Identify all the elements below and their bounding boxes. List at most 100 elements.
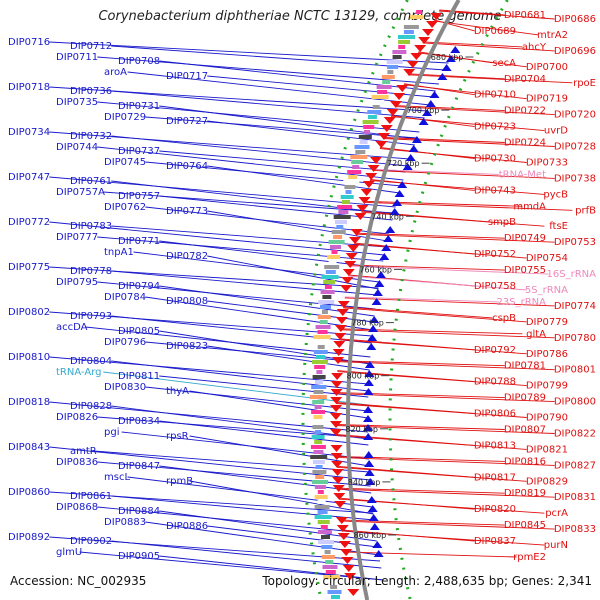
gene-label[interactable]: DIP0731: [118, 101, 160, 112]
gene-label[interactable]: rpmE2: [513, 552, 546, 563]
gene-label[interactable]: DIP0818: [8, 397, 50, 408]
gene-label[interactable]: DIP0802: [8, 307, 50, 318]
gene-label[interactable]: DIP0744: [56, 142, 98, 153]
gene-label[interactable]: DIP0696: [554, 46, 596, 57]
gene-label[interactable]: mscL: [104, 472, 130, 483]
gene-label[interactable]: DIP0886: [166, 521, 208, 532]
gene-label[interactable]: pcrA: [545, 508, 568, 519]
gene-label[interactable]: DIP0764: [166, 161, 208, 172]
gene-label[interactable]: DIP0806: [474, 409, 516, 420]
gene-label[interactable]: DIP0810: [8, 352, 50, 363]
gene-label[interactable]: DIP0821: [526, 444, 568, 455]
gene-label[interactable]: DIP0820: [474, 504, 516, 515]
gene-label[interactable]: DIP0834: [118, 416, 160, 427]
gene-label[interactable]: gltA: [526, 329, 546, 340]
gene-label[interactable]: 23S_rRNA: [497, 297, 547, 308]
gene-label[interactable]: DIP0727: [166, 116, 208, 127]
gene-label[interactable]: DIP0795: [56, 277, 98, 288]
gene-label[interactable]: DIP0718: [8, 82, 50, 93]
gene-label[interactable]: DIP0749: [504, 233, 546, 244]
gene-label[interactable]: ftsE: [549, 221, 568, 232]
gene-label[interactable]: DIP0761: [70, 176, 112, 187]
gene-label[interactable]: DIP0716: [8, 37, 50, 48]
gene-label[interactable]: DIP0708: [118, 56, 160, 67]
gene-label[interactable]: DIP0681: [504, 10, 546, 21]
gene-label[interactable]: DIP0745: [104, 157, 146, 168]
gene-label[interactable]: DIP0823: [166, 341, 208, 352]
gene-label[interactable]: DIP0833: [554, 524, 596, 535]
gene-label[interactable]: aroA: [104, 67, 127, 78]
gene-label[interactable]: DIP0762: [104, 202, 146, 213]
gene-label[interactable]: DIP0758: [474, 281, 516, 292]
gene-label[interactable]: DIP0811: [118, 371, 160, 382]
gene-label[interactable]: DIP0704: [504, 74, 546, 85]
gene-label[interactable]: prfB: [575, 205, 596, 216]
gene-label[interactable]: DIP0757A: [56, 187, 105, 198]
gene-label[interactable]: DIP0729: [104, 112, 146, 123]
gene-label[interactable]: tRNA-Met: [499, 169, 546, 180]
gene-label[interactable]: DIP0883: [104, 517, 146, 528]
gene-label[interactable]: DIP0777: [56, 232, 98, 243]
gene-label[interactable]: tnpA1: [104, 247, 134, 258]
gene-label[interactable]: DIP0723: [474, 122, 516, 133]
gene-label[interactable]: glmU: [56, 547, 82, 558]
gene-label[interactable]: thyA: [166, 386, 189, 397]
gene-label[interactable]: DIP0808: [166, 296, 208, 307]
gene-label[interactable]: DIP0837: [474, 536, 516, 547]
gene-label[interactable]: DIP0747: [8, 172, 50, 183]
gene-label[interactable]: DIP0732: [70, 131, 112, 142]
gene-label[interactable]: DIP0861: [70, 491, 112, 502]
gene-label[interactable]: DIP0782: [166, 251, 208, 262]
gene-label[interactable]: DIP0822: [554, 429, 596, 440]
gene-label[interactable]: DIP0757: [118, 191, 160, 202]
gene-label[interactable]: 5S_rRNA: [525, 285, 568, 296]
gene-label[interactable]: DIP0789: [504, 393, 546, 404]
gene-label[interactable]: DIP0779: [526, 317, 568, 328]
gene-label[interactable]: DIP0868: [56, 502, 98, 513]
gene-label[interactable]: accDA: [56, 322, 88, 333]
gene-label[interactable]: DIP0799: [526, 381, 568, 392]
gene-label[interactable]: DIP0827: [554, 460, 596, 471]
gene-label[interactable]: rpsR: [166, 431, 189, 442]
gene-label[interactable]: DIP0801: [554, 365, 596, 376]
gene-label[interactable]: DIP0828: [70, 401, 112, 412]
gene-label[interactable]: pycB: [543, 189, 568, 200]
gene-label[interactable]: DIP0720: [554, 110, 596, 121]
gene-label[interactable]: DIP0884: [118, 506, 160, 517]
gene-label[interactable]: DIP0807: [504, 425, 546, 436]
gene-label[interactable]: DIP0775: [8, 262, 50, 273]
gene-label[interactable]: 16S_rRNA: [547, 269, 597, 280]
gene-label[interactable]: DIP0722: [504, 106, 546, 117]
gene-label[interactable]: DIP0800: [554, 397, 596, 408]
gene-label[interactable]: rpoE: [573, 78, 596, 89]
gene-label[interactable]: DIP0700: [526, 62, 568, 73]
gene-label[interactable]: DIP0845: [504, 520, 546, 531]
gene-label[interactable]: DIP0710: [474, 90, 516, 101]
gene-label[interactable]: DIP0905: [118, 551, 160, 562]
gene-label[interactable]: DIP0817: [474, 472, 516, 483]
gene-label[interactable]: DIP0738: [554, 173, 596, 184]
gene-label[interactable]: DIP0830: [104, 382, 146, 393]
gene-label[interactable]: DIP0737: [118, 146, 160, 157]
gene-label[interactable]: pgi: [104, 427, 119, 438]
gene-label[interactable]: DIP0843: [8, 442, 50, 453]
gene-label[interactable]: DIP0831: [554, 492, 596, 503]
gene-label[interactable]: DIP0847: [118, 461, 160, 472]
gene-label[interactable]: amtR: [70, 446, 97, 457]
gene-label[interactable]: DIP0804: [70, 356, 112, 367]
gene-label[interactable]: DIP0786: [526, 349, 568, 360]
gene-label[interactable]: DIP0774: [554, 301, 596, 312]
gene-label[interactable]: DIP0712: [70, 41, 112, 52]
gene-label[interactable]: DIP0805: [118, 326, 160, 337]
gene-label[interactable]: secA: [492, 58, 516, 69]
gene-label[interactable]: DIP0719: [526, 94, 568, 105]
gene-label[interactable]: DIP0790: [526, 413, 568, 424]
gene-label[interactable]: DIP0813: [474, 440, 516, 451]
gene-label[interactable]: smpB: [488, 217, 516, 228]
gene-label[interactable]: DIP0755: [504, 265, 546, 276]
gene-label[interactable]: DIP0794: [118, 281, 160, 292]
gene-label[interactable]: DIP0829: [526, 476, 568, 487]
gene-label[interactable]: DIP0734: [8, 127, 50, 138]
gene-label[interactable]: DIP0902: [70, 536, 112, 547]
gene-label[interactable]: DIP0772: [8, 217, 50, 228]
